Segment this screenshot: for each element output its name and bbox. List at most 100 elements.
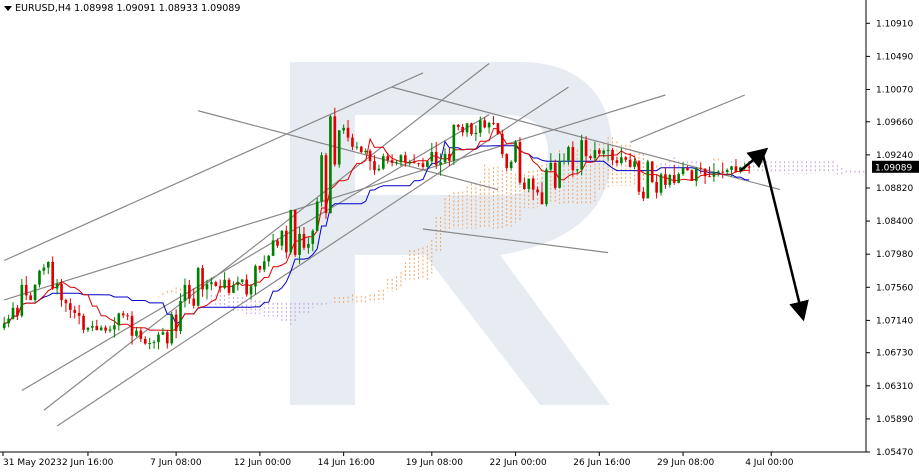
candle (703, 168, 707, 185)
candle (668, 173, 672, 188)
candle-body (712, 172, 716, 177)
candle-body (161, 332, 165, 335)
candle-body (38, 270, 41, 285)
candle-body (492, 122, 495, 124)
candle-body (505, 154, 509, 169)
candle (443, 148, 447, 164)
candle-body (549, 162, 553, 170)
time-axis[interactable]: 31 May 2023 2 Jun 16:00 7 Jun 08:00 12 Jun … (0, 451, 866, 468)
watermark-shape (290, 62, 612, 405)
candle-body (214, 282, 218, 287)
candle-body (518, 141, 522, 183)
low-value: 1.08933 (158, 3, 199, 14)
candle-body (157, 334, 160, 343)
candle-body (324, 155, 328, 214)
candle (42, 264, 46, 275)
candle (165, 330, 169, 349)
candle-body (747, 166, 751, 168)
candle-body (298, 233, 301, 255)
candle (355, 141, 359, 150)
candle (188, 279, 191, 304)
candle-body (602, 150, 606, 154)
candle (395, 159, 398, 166)
candle-body (637, 161, 641, 192)
candle (717, 170, 720, 177)
candle-body (523, 182, 526, 189)
candle (183, 278, 187, 308)
candle (201, 264, 204, 297)
candle (364, 148, 367, 155)
candle (20, 278, 24, 318)
candle-body (254, 265, 257, 287)
forecast-down-leg (761, 152, 809, 322)
candle (55, 279, 59, 295)
candle-body (567, 147, 570, 161)
price-tick-label: 1.07980 (876, 250, 913, 260)
candle-body (633, 161, 636, 167)
candle (86, 327, 90, 333)
candle-body (381, 156, 385, 169)
candle (430, 142, 434, 166)
high-value: 1.09091 (116, 3, 156, 14)
time-tick-label: 31 May 2023 (3, 458, 62, 468)
time-tick-label: 22 Jun 00:00 (490, 458, 547, 468)
candle-body (329, 116, 332, 214)
trendline (21, 114, 490, 392)
candle-body (29, 295, 32, 301)
candle (580, 134, 583, 176)
candle (690, 169, 694, 182)
candle (575, 168, 579, 174)
candle-body (293, 210, 297, 255)
candle-body (95, 325, 99, 331)
candle-body (677, 174, 680, 183)
candle-body (152, 342, 156, 344)
candle (311, 229, 315, 252)
candle (218, 279, 222, 293)
candle (655, 174, 658, 199)
candle (421, 157, 425, 170)
candle-body (33, 284, 37, 301)
candle-body (16, 307, 19, 316)
candle (483, 117, 487, 129)
candle-body (377, 168, 381, 171)
candle-body (699, 167, 703, 169)
candle-body (218, 286, 222, 288)
candle (276, 238, 279, 248)
candle (157, 331, 160, 350)
candle (113, 317, 116, 338)
candle (650, 160, 654, 184)
candle-body (470, 123, 473, 135)
candle-body (126, 315, 129, 317)
candle (686, 165, 689, 171)
candle (16, 304, 19, 321)
candle-body (302, 233, 306, 248)
candle-body (99, 327, 103, 331)
candle (531, 176, 535, 200)
candle-body (514, 141, 517, 162)
candle (448, 147, 451, 167)
price-tick-label: 1.09660 (876, 118, 913, 128)
trendline (422, 228, 609, 254)
candle-body (148, 342, 151, 344)
candle-body (82, 315, 85, 330)
candle (38, 269, 41, 288)
candle-body (421, 163, 425, 167)
candle (540, 182, 544, 205)
candle-body (664, 174, 667, 185)
candle (302, 227, 306, 251)
candle (161, 327, 165, 335)
candle-body (307, 243, 310, 248)
candle (637, 159, 641, 196)
candle-body (496, 123, 500, 134)
candle-body (364, 150, 367, 153)
candle (642, 186, 645, 202)
candle-body (531, 178, 535, 190)
candle-body (430, 151, 434, 162)
price-axis[interactable]: 1.10910 1.10490 1.10070 1.09660 1.09240 1.088… (865, 0, 919, 458)
dropdown-triangle-icon[interactable] (4, 6, 12, 11)
candle (615, 156, 619, 166)
candle-body (448, 153, 451, 161)
price-tick-label: 1.07140 (876, 316, 913, 326)
